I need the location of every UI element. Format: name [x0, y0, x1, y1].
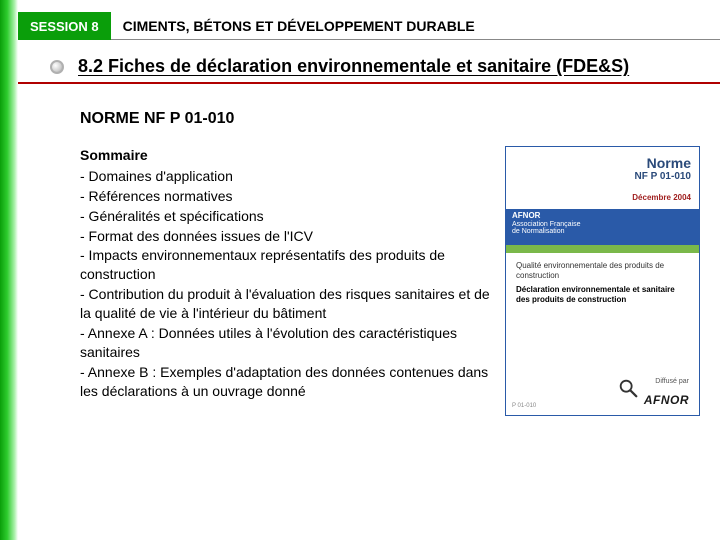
cover-org-line: de Normalisation — [512, 228, 693, 236]
magnifier-icon — [617, 377, 639, 399]
cover-column: Norme NF P 01-010 Décembre 2004 AFNOR As… — [505, 146, 700, 416]
cover-code: P 01-010 — [512, 403, 536, 409]
norme-title: NORME NF P 01-010 — [80, 110, 700, 128]
section-subtitle: 8.2 Fiches de déclaration environnementa… — [78, 56, 629, 77]
cover-org-name: AFNOR — [512, 212, 693, 221]
cover-blue-band: AFNOR Association Française de Normalisa… — [506, 209, 699, 245]
cover-green-strip — [506, 245, 699, 253]
cover-org-line: Association Française — [512, 221, 693, 229]
sommaire-item: - Domaines d'application — [80, 167, 495, 186]
session-badge: SESSION 8 — [18, 12, 111, 40]
cover-date: Décembre 2004 — [632, 193, 691, 202]
norme-cover: Norme NF P 01-010 Décembre 2004 AFNOR As… — [505, 146, 700, 416]
cover-subject-1: Qualité environnementale des produits de… — [516, 261, 689, 281]
header-bar: SESSION 8 CIMENTS, BÉTONS ET DÉVELOPPEME… — [18, 12, 720, 40]
sommaire-item: - Contribution du produit à l'évaluation… — [80, 285, 495, 323]
sommaire-item: - Annexe A : Données utiles à l'évolutio… — [80, 324, 495, 362]
red-divider — [18, 82, 720, 84]
section-subtitle-row: 8.2 Fiches de déclaration environnementa… — [50, 56, 720, 77]
sommaire-item: - Impacts environnementaux représentatif… — [80, 246, 495, 284]
cover-brand: Norme — [634, 155, 691, 171]
sommaire-item: - Annexe B : Exemples d'adaptation des d… — [80, 363, 495, 401]
sommaire-column: Sommaire - Domaines d'application - Réfé… — [80, 146, 495, 402]
sommaire-item: - Références normatives — [80, 187, 495, 206]
cover-top: Norme NF P 01-010 — [634, 155, 691, 182]
cover-ref: NF P 01-010 — [634, 171, 691, 182]
sommaire-item: - Format des données issues de l'ICV — [80, 227, 495, 246]
left-gradient-stripe — [0, 0, 18, 540]
cover-subject-2: Déclaration environnementale et sanitair… — [516, 285, 689, 305]
header-title: CIMENTS, BÉTONS ET DÉVELOPPEMENT DURABLE — [111, 12, 720, 40]
body-row: Sommaire - Domaines d'application - Réfé… — [80, 146, 700, 416]
cover-main-text: Qualité environnementale des produits de… — [516, 261, 689, 305]
sommaire-heading: Sommaire — [80, 146, 495, 165]
afnor-logo: AFNOR — [644, 393, 689, 407]
bullet-icon — [50, 60, 64, 74]
sommaire-item: - Généralités et spécifications — [80, 207, 495, 226]
content-area: NORME NF P 01-010 Sommaire - Domaines d'… — [80, 110, 700, 520]
cover-diffuse-label: Diffusé par — [655, 378, 689, 385]
